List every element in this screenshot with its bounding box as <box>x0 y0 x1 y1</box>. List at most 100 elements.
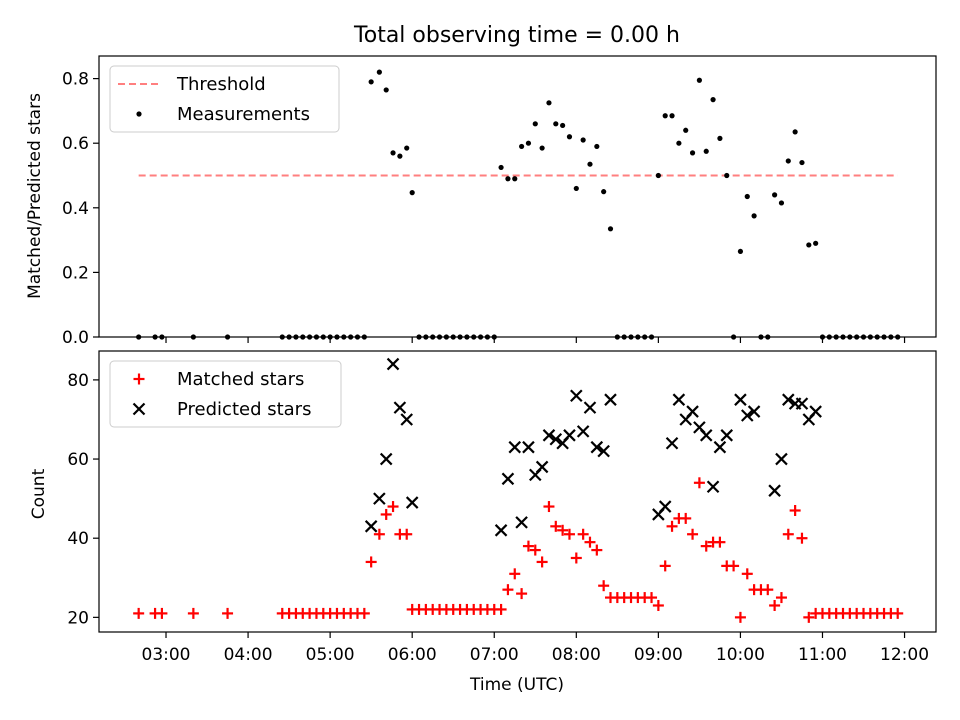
predicted-star-point <box>740 409 754 422</box>
matched-star-point <box>762 584 774 596</box>
bottom-y-axis-label: Count <box>29 468 49 519</box>
top-y-axis: 0.0 0.2 0.4 0.6 0.8 <box>62 70 99 348</box>
predicted-star-point <box>713 440 727 454</box>
measurement-point <box>806 242 812 248</box>
predicted-star-point <box>522 440 535 454</box>
matched-star-point <box>693 477 705 489</box>
top-y-tick-label: 0.4 <box>62 199 89 219</box>
predicted-star-point <box>549 432 563 446</box>
predicted-star-point <box>782 393 795 406</box>
measurement-point <box>397 153 403 159</box>
measurement-point <box>546 100 552 106</box>
predicted-star-point <box>699 429 713 442</box>
measurement-point <box>512 176 518 182</box>
matched-star-point <box>680 512 692 524</box>
predicted-star-point <box>720 429 734 442</box>
predicted-star-point <box>386 357 400 371</box>
matched-star-point <box>652 599 664 611</box>
x-tick-label: 05:00 <box>306 645 355 665</box>
measurement-point <box>566 134 573 140</box>
matched-star-point <box>782 528 794 540</box>
predicted-star-point <box>373 492 386 505</box>
measurement-point <box>683 127 689 133</box>
matched-star-point <box>536 556 548 568</box>
bottom-y-tick-label: 60 <box>67 450 89 470</box>
measurement-point <box>573 185 579 192</box>
top-axes-frame <box>98 55 937 338</box>
predicted-star-point <box>379 452 393 466</box>
measurement-point <box>813 240 819 246</box>
matched-star-point <box>563 528 575 540</box>
matched-star-point <box>509 568 521 580</box>
measurement-point <box>383 87 389 93</box>
bottom-x-axis: 03:00 04:00 05:00 06:00 07:00 08:00 09:00 10:00… <box>142 632 929 665</box>
measurement-point <box>553 121 559 127</box>
x-tick-label: 07:00 <box>470 645 519 665</box>
matched-star-point <box>401 528 413 540</box>
predicted-star-point <box>515 516 528 529</box>
measurement-point <box>368 79 374 85</box>
matched-star-point <box>789 504 801 516</box>
matched-star-point <box>734 611 746 623</box>
top-legend: Threshold Measurements <box>109 65 340 133</box>
measurement-point <box>376 69 382 75</box>
measurement-point <box>587 161 593 167</box>
matched-star-point <box>666 520 678 532</box>
bottom-legend: Matched stars Predicted stars <box>109 360 342 428</box>
legend-measurements-swatch <box>136 111 142 117</box>
predicted-star-point <box>570 389 583 403</box>
measurement-point <box>669 113 675 119</box>
measurement-point <box>792 129 798 135</box>
x-tick-label: 12:00 <box>880 645 929 665</box>
matched-star-point <box>529 544 541 556</box>
matched-star-point <box>700 540 712 552</box>
matched-star-point <box>796 532 808 544</box>
measurement-point <box>772 192 778 198</box>
measurement-point <box>404 145 410 151</box>
predicted-star-point <box>809 405 822 418</box>
x-axis-label: Time (UTC) <box>469 675 564 695</box>
matched-star-point <box>714 536 726 548</box>
bottom-y-tick-label: 80 <box>67 371 89 391</box>
matched-star-point <box>550 520 562 532</box>
matched-star-point <box>646 592 658 604</box>
predicted-star-point <box>583 401 597 414</box>
predicted-star-point <box>405 496 419 509</box>
matched-star-point <box>156 607 168 619</box>
top-y-axis-label: Matched/Predicted stars <box>25 93 45 299</box>
matched-star-point <box>522 540 534 552</box>
x-tick-label: 08:00 <box>552 645 601 665</box>
chart-title: Total observing time = 0.00 h <box>353 23 680 48</box>
measurement-point <box>560 122 566 129</box>
matched-star-point <box>387 501 399 513</box>
predicted-star-point <box>795 397 809 410</box>
legend-predicted-marker <box>132 402 146 416</box>
measurement-point <box>655 172 661 179</box>
top-y-tick-label: 0.0 <box>62 328 89 348</box>
matched-star-point <box>741 568 753 580</box>
matched-star-point <box>570 552 582 564</box>
legend-matched-marker <box>133 373 145 385</box>
predicted-star-point <box>672 393 686 406</box>
measurement-point <box>519 143 525 150</box>
measurement-point <box>744 193 750 200</box>
predicted-star-point <box>658 500 672 513</box>
matched-star-point <box>222 607 234 619</box>
legend-matched-label: Matched stars <box>177 369 304 390</box>
matched-star-point <box>775 592 787 604</box>
measurement-point <box>785 158 791 164</box>
top-y-tick-label: 0.6 <box>62 134 89 154</box>
measurement-point <box>676 140 682 146</box>
legend-matched-swatch <box>133 373 145 385</box>
x-tick-label: 04:00 <box>224 645 273 665</box>
x-tick-label: 03:00 <box>142 645 191 665</box>
legend-threshold-label: Threshold <box>176 74 266 95</box>
x-tick-label: 06:00 <box>388 645 437 665</box>
predicted-star-point <box>364 520 378 533</box>
legend-predicted-swatch <box>132 402 146 416</box>
measurement-point <box>799 159 805 166</box>
measurement-point <box>594 143 600 150</box>
measurement-point <box>662 113 668 119</box>
matched-star-point <box>365 556 377 568</box>
matched-star-point <box>358 607 370 619</box>
